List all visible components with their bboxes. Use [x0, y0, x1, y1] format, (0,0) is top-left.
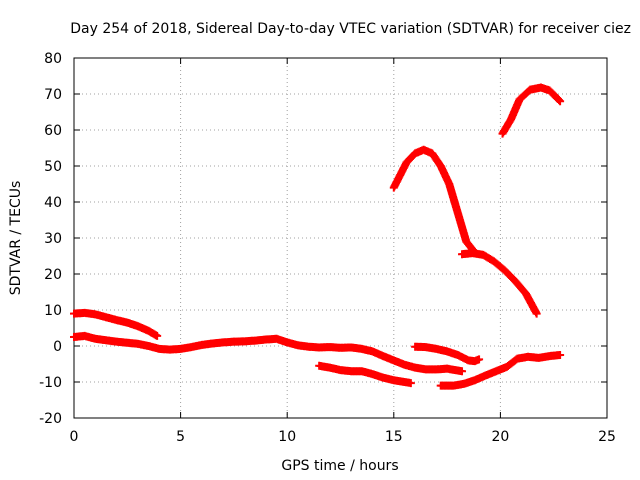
axis-ticks: 0 5 10 15 20 25 -20 -10 0 10 20 30 40 50 60 70 80	[39, 51, 616, 445]
data-point	[555, 96, 564, 105]
data-point	[406, 379, 415, 388]
series-arc-4	[411, 342, 484, 366]
y-tick-label: 70	[44, 87, 62, 103]
chart-title: Day 254 of 2018, Sidereal Day-to-day VTE…	[70, 21, 631, 37]
x-axis-title: GPS time / hours	[281, 458, 398, 474]
x-tick-label: 0	[70, 429, 79, 445]
grid	[74, 58, 607, 418]
y-tick-label: 30	[44, 231, 62, 247]
series-arc-3	[315, 361, 415, 388]
series-arc-2	[70, 331, 467, 376]
x-tick-label: 10	[278, 429, 296, 445]
y-tick-label: 60	[44, 123, 62, 139]
data-point	[556, 351, 565, 359]
y-tick-label: 40	[44, 195, 62, 211]
x-tick-label: 25	[598, 429, 616, 445]
series-arc-1	[70, 308, 162, 340]
series-arc-6	[389, 145, 479, 257]
x-tick-label: 15	[385, 429, 403, 445]
data-markers	[70, 83, 565, 390]
y-tick-label: 20	[44, 267, 62, 283]
y-tick-label: 10	[44, 303, 62, 319]
series-arc-7	[458, 249, 541, 318]
y-axis-title: SDTVAR / TECUs	[8, 181, 24, 296]
series-arc-8	[498, 83, 565, 138]
data-point	[556, 97, 565, 106]
series-arc-5	[436, 351, 565, 390]
y-tick-label: 0	[53, 339, 62, 355]
data-point	[458, 367, 467, 376]
x-tick-label: 5	[176, 429, 185, 445]
data-point	[153, 331, 162, 340]
y-tick-label: -20	[39, 411, 62, 427]
data-point	[475, 355, 484, 364]
plot-frame	[73, 57, 608, 419]
data-point	[532, 309, 541, 318]
y-tick-label: 80	[44, 51, 62, 67]
y-tick-label: 50	[44, 159, 62, 175]
y-tick-label: -10	[39, 375, 62, 391]
x-tick-label: 20	[491, 429, 509, 445]
